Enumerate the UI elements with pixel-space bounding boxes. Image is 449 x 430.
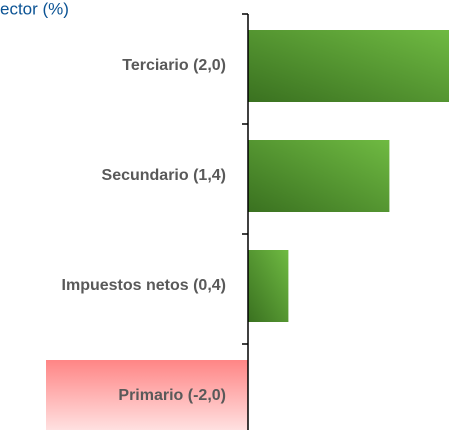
bar [248, 250, 289, 322]
bar [248, 140, 390, 212]
chart-title: ector (%) [0, 0, 69, 18]
category-label: Primario (-2,0) [118, 387, 226, 404]
category-label: Impuestos netos (0,4) [62, 277, 226, 294]
bar [46, 360, 248, 430]
category-label: Secundario (1,4) [102, 167, 226, 184]
category-label: Terciario (2,0) [122, 57, 226, 74]
bar [248, 30, 449, 102]
